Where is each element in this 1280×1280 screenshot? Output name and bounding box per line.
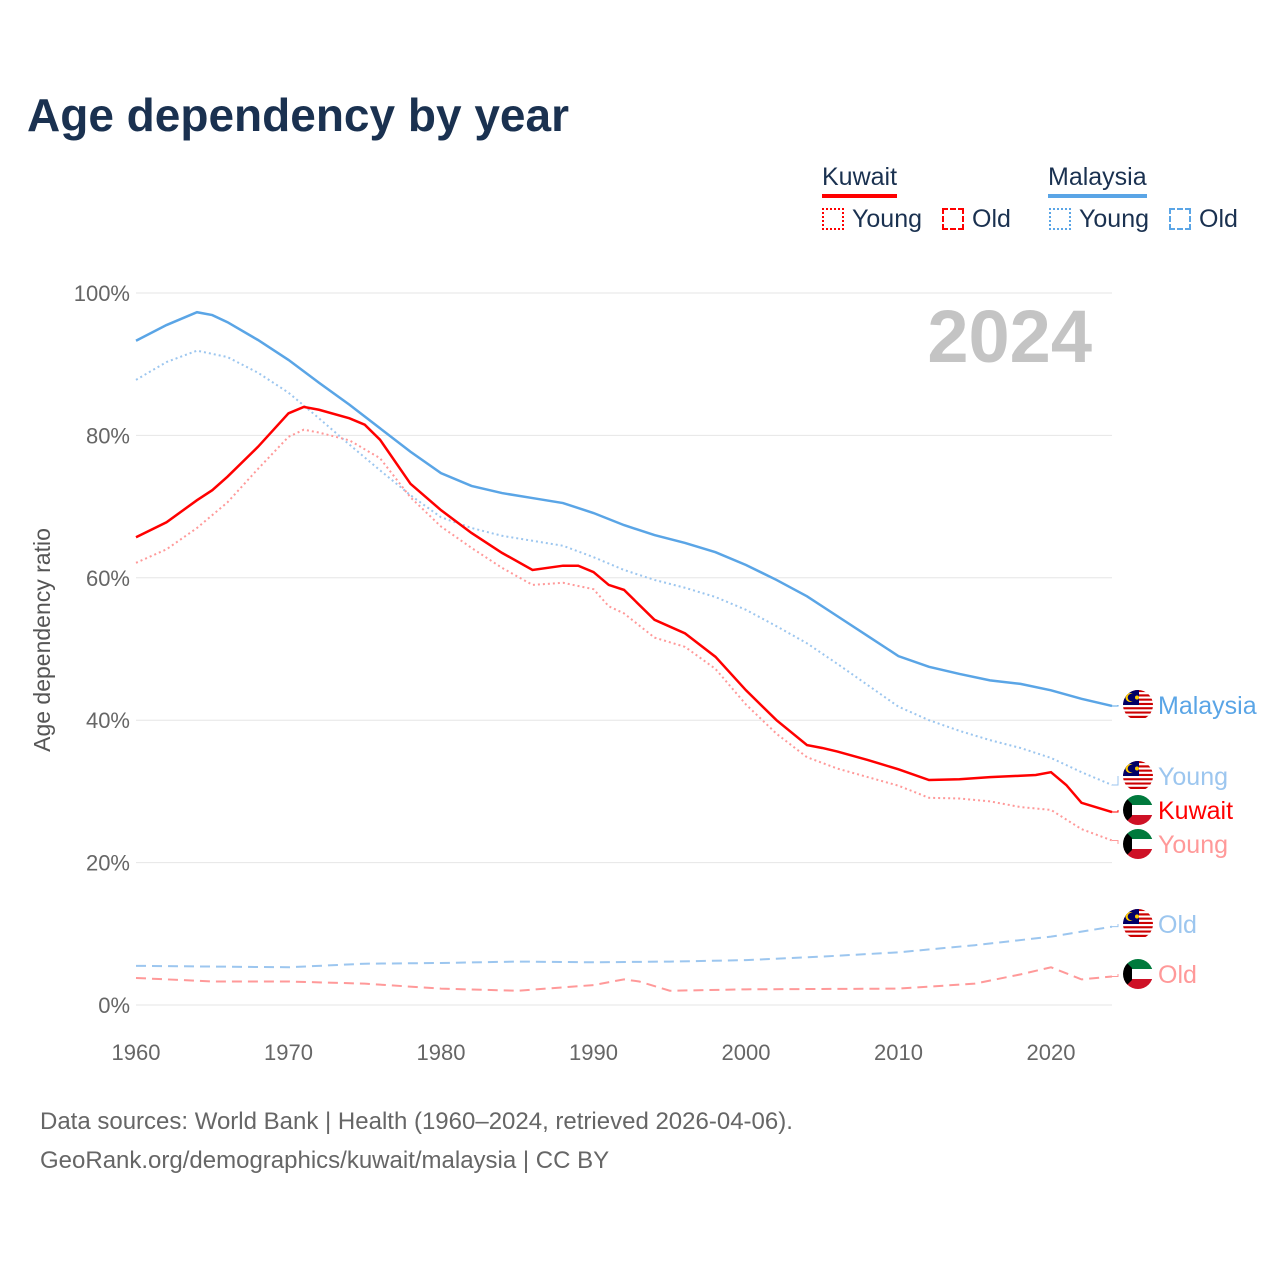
flag-stripe	[1123, 937, 1153, 939]
flag-stripe	[1123, 786, 1153, 789]
malaysia-flag-icon	[1123, 909, 1153, 939]
y-tick-label: 0%	[98, 993, 130, 1018]
flag-stripe	[1123, 930, 1153, 933]
malaysia-flag-icon	[1123, 761, 1153, 791]
malaysia-flag-icon	[1123, 690, 1153, 720]
legend-malaysia-old: Old	[1199, 205, 1238, 233]
series-line-malaysia-old	[135, 925, 1113, 969]
flag-stripe	[1123, 934, 1153, 937]
flag-body	[1123, 829, 1153, 859]
source-link[interactable]: GeoRank.org/demographics/kuwait/malaysia…	[40, 1147, 610, 1174]
flag-stripe	[1123, 805, 1153, 815]
end-label: Malaysia	[1158, 692, 1257, 720]
flag-stripe	[1123, 705, 1153, 708]
kuwait-flag-icon	[1123, 829, 1153, 859]
label-connector	[1112, 810, 1119, 813]
legend-dotted-swatch-icon	[822, 208, 844, 230]
legend-kuwait-old: Old	[972, 205, 1011, 233]
source-text: Data sources: World Bank | Health (1960–…	[40, 1108, 793, 1135]
flag-stripe	[1123, 839, 1153, 849]
end-label: Old	[1158, 911, 1197, 939]
flag-stripe	[1123, 711, 1153, 714]
legend-kuwait: Kuwait	[822, 163, 898, 198]
flag-stripe	[1123, 776, 1153, 779]
flag-stripe	[1123, 778, 1153, 781]
flag-stripe	[1123, 715, 1153, 718]
legend-kuwait-young: Young	[852, 205, 922, 233]
flag-stripe	[1123, 815, 1153, 825]
label-connector	[1112, 776, 1119, 786]
flag-stripe	[1123, 926, 1153, 929]
flag-trapezoid	[1123, 795, 1132, 825]
flag-crescent-cut	[1127, 764, 1136, 773]
x-tick-label: 1960	[112, 1040, 161, 1065]
x-tick-label: 1990	[569, 1040, 618, 1065]
series-line-kuwait-young	[135, 428, 1113, 842]
year-watermark: 2024	[927, 295, 1092, 378]
end-label: Kuwait	[1158, 797, 1233, 825]
x-tick-label: 2010	[874, 1040, 923, 1065]
chart-title: Age dependency by year	[27, 89, 569, 141]
end-label: Old	[1158, 961, 1197, 989]
end-label: Young	[1158, 831, 1228, 859]
legend-malaysia: Malaysia	[1048, 163, 1147, 198]
flag-stripe	[1123, 709, 1153, 712]
y-tick-label: 20%	[86, 851, 130, 876]
flag-crescent-cut	[1127, 693, 1136, 702]
legend-dashed-swatch-icon	[942, 208, 964, 230]
label-connector	[1112, 974, 1119, 978]
flag-stripe	[1123, 789, 1153, 791]
flag-star	[1135, 695, 1139, 700]
series-line-kuwait	[135, 405, 1113, 814]
flag-stripe	[1123, 713, 1153, 716]
flag-stripe	[1123, 795, 1153, 805]
y-axis-label: Age dependency ratio	[29, 528, 55, 752]
flag-stripe	[1123, 849, 1153, 859]
legend-dashed-swatch-icon	[1169, 208, 1191, 230]
legend-malaysia-young: Young	[1079, 205, 1149, 233]
flag-stripe	[1123, 959, 1153, 969]
flag-stripe	[1123, 718, 1153, 720]
flag-body	[1123, 690, 1153, 720]
flag-stripe	[1123, 924, 1153, 927]
label-connector	[1112, 705, 1119, 707]
flag-body	[1123, 959, 1153, 989]
x-tick-label: 2000	[722, 1040, 771, 1065]
kuwait-flag-icon	[1123, 795, 1153, 825]
label-connector	[1112, 924, 1119, 928]
flag-stripe	[1123, 829, 1153, 839]
label-connector	[1112, 840, 1119, 844]
flag-stripe	[1123, 780, 1153, 783]
end-label: Young	[1158, 763, 1228, 791]
series-line-malaysia	[135, 310, 1113, 708]
flag-star	[1135, 766, 1139, 771]
flag-star	[1135, 914, 1139, 919]
flag-body	[1123, 795, 1153, 825]
flag-stripe	[1123, 707, 1153, 710]
flag-body	[1123, 909, 1153, 939]
flag-crescent-cut	[1127, 912, 1136, 921]
legend-dotted-swatch-icon	[1049, 208, 1071, 230]
y-tick-label: 60%	[86, 566, 130, 591]
line-chart: 2024 Age dependency ratio 0% 20% 40% 60% 80%…	[29, 281, 1257, 1065]
kuwait-flag-icon	[1123, 959, 1153, 989]
x-tick-label: 1980	[417, 1040, 466, 1065]
x-tick-label: 2020	[1027, 1040, 1076, 1065]
flag-body	[1123, 761, 1153, 791]
flag-stripe	[1123, 969, 1153, 979]
y-tick-label: 100%	[74, 281, 130, 306]
y-tick-label: 40%	[86, 708, 130, 733]
flag-stripe	[1123, 782, 1153, 785]
flag-stripe	[1123, 979, 1153, 989]
flag-trapezoid	[1123, 959, 1132, 989]
flag-trapezoid	[1123, 829, 1132, 859]
flag-stripe	[1123, 784, 1153, 787]
flag-stripe	[1123, 932, 1153, 935]
y-tick-label: 80%	[86, 423, 130, 448]
series-line-kuwait-old	[135, 966, 1113, 992]
flag-stripe	[1123, 928, 1153, 931]
x-tick-label: 1970	[264, 1040, 313, 1065]
